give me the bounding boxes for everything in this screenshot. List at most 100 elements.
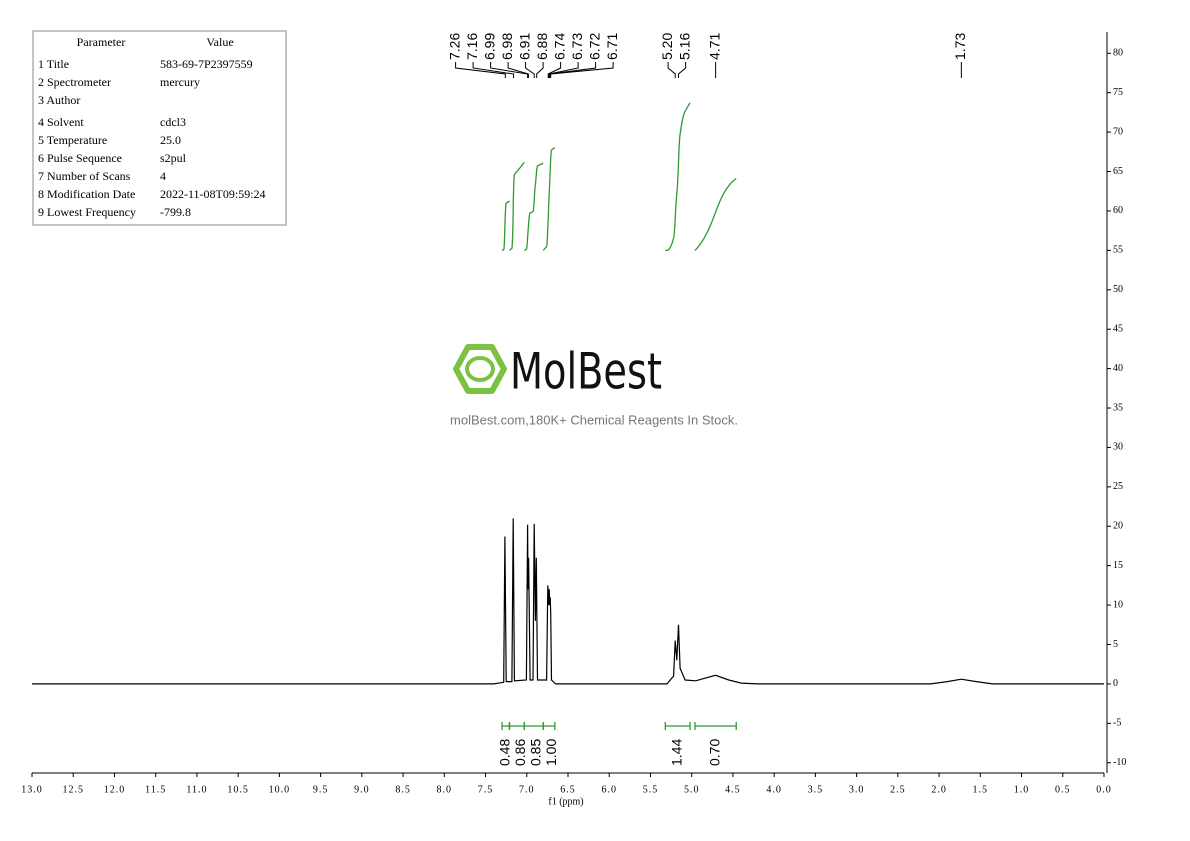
integral-curve xyxy=(524,162,544,251)
integral-curve xyxy=(501,200,510,251)
peak-leader xyxy=(490,62,529,78)
y-tick-label: 80 xyxy=(1113,48,1123,59)
y-tick-label: 15 xyxy=(1113,560,1123,571)
y-tick-label: 20 xyxy=(1113,521,1123,532)
table-cell: s2pul xyxy=(160,151,187,165)
x-tick-label: 9.5 xyxy=(313,784,329,795)
logo xyxy=(453,344,507,394)
y-tick-label: 75 xyxy=(1113,87,1123,98)
x-tick-label: 10.0 xyxy=(269,784,291,795)
table-cell: 4 xyxy=(160,169,166,183)
integral-label: 0.86 xyxy=(512,739,528,766)
x-tick-label: 5.0 xyxy=(684,784,700,795)
peak-label: 6.73 xyxy=(569,33,585,60)
y-tick-label: 50 xyxy=(1113,284,1123,295)
table-cell: 5 Temperature xyxy=(38,133,107,147)
x-tick-label: 1.0 xyxy=(1014,784,1030,795)
integral-label: 1.00 xyxy=(543,739,559,766)
table-cell: mercury xyxy=(160,75,200,89)
integral-curve xyxy=(508,161,525,251)
spectrum xyxy=(32,518,1104,685)
peak-label: 7.26 xyxy=(446,33,462,60)
integral-bracket xyxy=(542,722,556,730)
y-tick-label: 40 xyxy=(1113,363,1123,374)
x-tick-label: 0.5 xyxy=(1055,784,1071,795)
x-tick-label: 6.0 xyxy=(601,784,617,795)
y-tick-label: 25 xyxy=(1113,481,1123,492)
peak-label: 6.74 xyxy=(551,33,567,60)
integral-bracket xyxy=(501,722,511,730)
table-header: Value xyxy=(206,35,233,49)
peak-leader xyxy=(677,62,687,78)
integral-bracket xyxy=(523,722,544,730)
y-tick-label: 55 xyxy=(1113,245,1123,256)
tagline: molBest.com,180K+ Chemical Reagents In S… xyxy=(450,412,738,427)
y-tick-label: 10 xyxy=(1113,599,1123,610)
x-tick-label: 3.5 xyxy=(808,784,824,795)
integral-label: 0.70 xyxy=(706,739,722,766)
table-cell: 25.0 xyxy=(160,133,181,147)
integral-bracket xyxy=(694,722,737,730)
peak-label: 6.91 xyxy=(516,33,532,60)
peak-leader xyxy=(536,62,544,78)
x-tick-label: 8.5 xyxy=(395,784,411,795)
integral-curve xyxy=(665,102,691,252)
table-cell: 4 Solvent xyxy=(38,115,84,129)
integral-label: 1.44 xyxy=(668,739,684,766)
x-tick-label: 2.5 xyxy=(890,784,906,795)
table-header: Parameter xyxy=(77,35,126,49)
peak-label: 6.72 xyxy=(586,33,602,60)
peak-leader xyxy=(525,62,535,78)
peak-label: 6.99 xyxy=(481,33,497,60)
peak-label: 6.88 xyxy=(534,33,550,60)
integral-bracket xyxy=(664,722,691,730)
table-cell: -799.8 xyxy=(160,205,191,219)
x-tick-label: 12.0 xyxy=(104,784,126,795)
y-tick-label: 70 xyxy=(1113,126,1123,137)
table-cell: 3 Author xyxy=(38,93,80,107)
x-tick-label: 9.0 xyxy=(354,784,370,795)
table-cell: 6 Pulse Sequence xyxy=(38,151,122,165)
integral-label: 0.48 xyxy=(496,739,512,766)
peak-label: 6.71 xyxy=(604,33,620,60)
table-cell: 2022-11-08T09:59:24 xyxy=(160,187,266,201)
integral-bracket xyxy=(508,722,525,730)
peak-label: 5.20 xyxy=(659,33,675,60)
peak-label: 1.73 xyxy=(952,33,968,60)
peak-leader xyxy=(548,62,579,78)
y-tick-label: -5 xyxy=(1113,718,1121,729)
y-tick-label: 45 xyxy=(1113,323,1123,334)
peak-leader xyxy=(507,62,529,78)
x-tick-label: 4.0 xyxy=(766,784,782,795)
x-tick-label: 11.5 xyxy=(145,784,166,795)
peak-label: 6.98 xyxy=(499,33,515,60)
table-cell: 7 Number of Scans xyxy=(38,169,131,183)
x-tick-label: 7.0 xyxy=(519,784,535,795)
x-tick-label: 4.5 xyxy=(725,784,741,795)
table-cell: 9 Lowest Frequency xyxy=(38,205,136,219)
y-tick-label: 30 xyxy=(1113,442,1123,453)
brand: MolBest xyxy=(510,343,662,401)
x-tick-label: 3.0 xyxy=(849,784,865,795)
x-tick-label: 8.0 xyxy=(437,784,453,795)
y-tick-label: 35 xyxy=(1113,402,1123,413)
x-tick-label: 0.0 xyxy=(1096,784,1112,795)
x-axis-label: f1 (ppm) xyxy=(548,796,583,807)
x-tick-label: 2.0 xyxy=(931,784,947,795)
x-tick-label: 13.0 xyxy=(21,784,43,795)
peak-label: 5.16 xyxy=(676,33,692,60)
peak-leader xyxy=(667,62,676,78)
x-tick-label: 10.5 xyxy=(227,784,249,795)
table-cell: 2 Spectrometer xyxy=(38,75,111,89)
peak-leader xyxy=(455,62,506,78)
integral-curve xyxy=(694,178,737,251)
table-cell: 8 Modification Date xyxy=(38,187,135,201)
table-cell: 583-69-7P2397559 xyxy=(160,57,253,71)
table-cell: 1 Title xyxy=(38,57,69,71)
integral-curve xyxy=(542,147,555,251)
x-tick-label: 5.5 xyxy=(643,784,659,795)
integral-label: 0.85 xyxy=(527,739,543,766)
peak-label: 7.16 xyxy=(464,33,480,60)
parameter-table-border xyxy=(32,30,287,226)
